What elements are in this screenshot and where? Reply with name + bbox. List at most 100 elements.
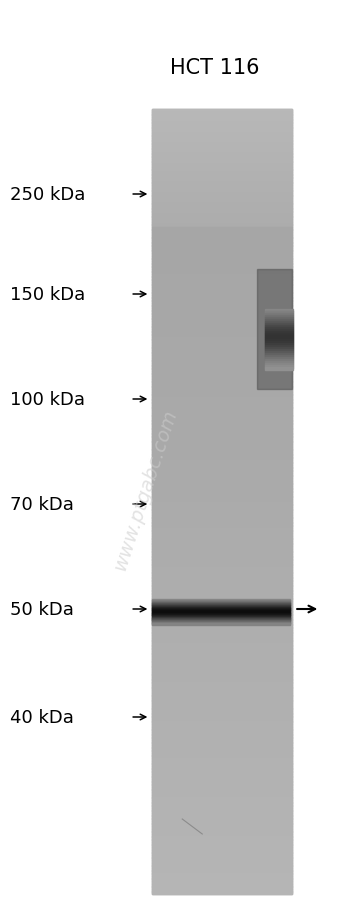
Bar xyxy=(265,357,293,360)
Bar xyxy=(152,792,292,796)
Bar xyxy=(152,865,292,869)
Bar xyxy=(152,829,292,832)
Bar xyxy=(152,481,292,484)
Bar xyxy=(152,502,292,505)
Bar xyxy=(152,282,292,286)
Text: 100 kDa: 100 kDa xyxy=(10,391,85,409)
Bar xyxy=(265,318,293,320)
Bar xyxy=(152,244,292,246)
Bar xyxy=(152,319,292,322)
Bar xyxy=(152,504,292,508)
Bar xyxy=(152,178,292,181)
Bar xyxy=(152,146,292,150)
Bar xyxy=(152,345,292,348)
Bar xyxy=(152,220,292,223)
Bar xyxy=(152,160,292,162)
Bar xyxy=(152,233,292,235)
Bar xyxy=(152,570,292,573)
Bar xyxy=(152,833,292,837)
Bar xyxy=(152,680,292,683)
Bar xyxy=(152,317,292,319)
Bar xyxy=(152,559,292,563)
Bar xyxy=(152,601,290,602)
Bar xyxy=(265,314,293,316)
Bar xyxy=(152,824,292,826)
Bar xyxy=(265,332,293,334)
Bar xyxy=(152,300,292,304)
Bar xyxy=(152,110,292,251)
Bar xyxy=(152,787,292,790)
Bar xyxy=(152,489,292,492)
Bar xyxy=(152,758,292,761)
Bar xyxy=(152,460,292,464)
Bar xyxy=(152,186,292,189)
Bar xyxy=(152,643,292,646)
Bar xyxy=(152,189,292,191)
Bar xyxy=(152,267,292,270)
Bar xyxy=(152,270,292,272)
Bar xyxy=(152,599,292,602)
Bar xyxy=(152,815,292,819)
Text: 250 kDa: 250 kDa xyxy=(10,186,85,204)
Bar xyxy=(152,533,292,537)
Bar xyxy=(152,152,292,155)
Bar xyxy=(152,168,292,170)
Bar xyxy=(152,604,290,605)
Bar xyxy=(152,763,292,767)
Bar xyxy=(152,611,290,612)
Bar xyxy=(152,621,290,623)
Bar xyxy=(152,355,292,359)
Bar xyxy=(152,285,292,288)
Bar xyxy=(265,327,293,330)
Bar xyxy=(152,810,292,814)
Bar xyxy=(152,413,292,416)
Bar xyxy=(152,437,292,439)
Bar xyxy=(152,222,292,226)
Bar xyxy=(152,573,292,575)
Bar xyxy=(152,808,292,811)
Bar xyxy=(152,209,292,212)
Bar xyxy=(152,609,292,612)
Bar xyxy=(265,350,293,352)
Bar xyxy=(152,538,292,541)
Bar xyxy=(152,672,292,675)
Bar xyxy=(152,599,290,601)
Bar xyxy=(152,651,292,654)
Bar xyxy=(257,270,292,390)
Bar xyxy=(152,580,292,584)
Bar xyxy=(152,873,292,876)
Bar xyxy=(152,603,290,605)
Bar xyxy=(152,262,292,264)
Text: 150 kDa: 150 kDa xyxy=(10,286,85,304)
Bar xyxy=(152,442,292,445)
Bar xyxy=(152,756,292,759)
Bar xyxy=(152,708,292,712)
Bar xyxy=(152,123,292,126)
Bar xyxy=(152,605,290,606)
Bar xyxy=(152,515,292,518)
Bar xyxy=(152,358,292,362)
Bar xyxy=(152,207,292,209)
Bar xyxy=(152,248,292,252)
Bar xyxy=(152,170,292,173)
Bar xyxy=(152,623,290,624)
Bar xyxy=(152,306,292,309)
Bar xyxy=(265,326,293,328)
Bar xyxy=(152,424,292,427)
Bar xyxy=(152,274,292,278)
Bar xyxy=(152,410,292,414)
Bar xyxy=(152,225,292,228)
Bar xyxy=(152,293,292,296)
Bar xyxy=(152,361,292,364)
Bar xyxy=(152,613,290,615)
Bar xyxy=(152,230,292,234)
Bar xyxy=(152,241,292,244)
Bar xyxy=(152,730,292,732)
Bar xyxy=(152,416,292,419)
Bar xyxy=(152,390,292,392)
Bar xyxy=(152,366,292,369)
Bar xyxy=(152,795,292,797)
Bar xyxy=(265,364,293,366)
Bar xyxy=(152,879,292,881)
Bar xyxy=(152,575,292,578)
